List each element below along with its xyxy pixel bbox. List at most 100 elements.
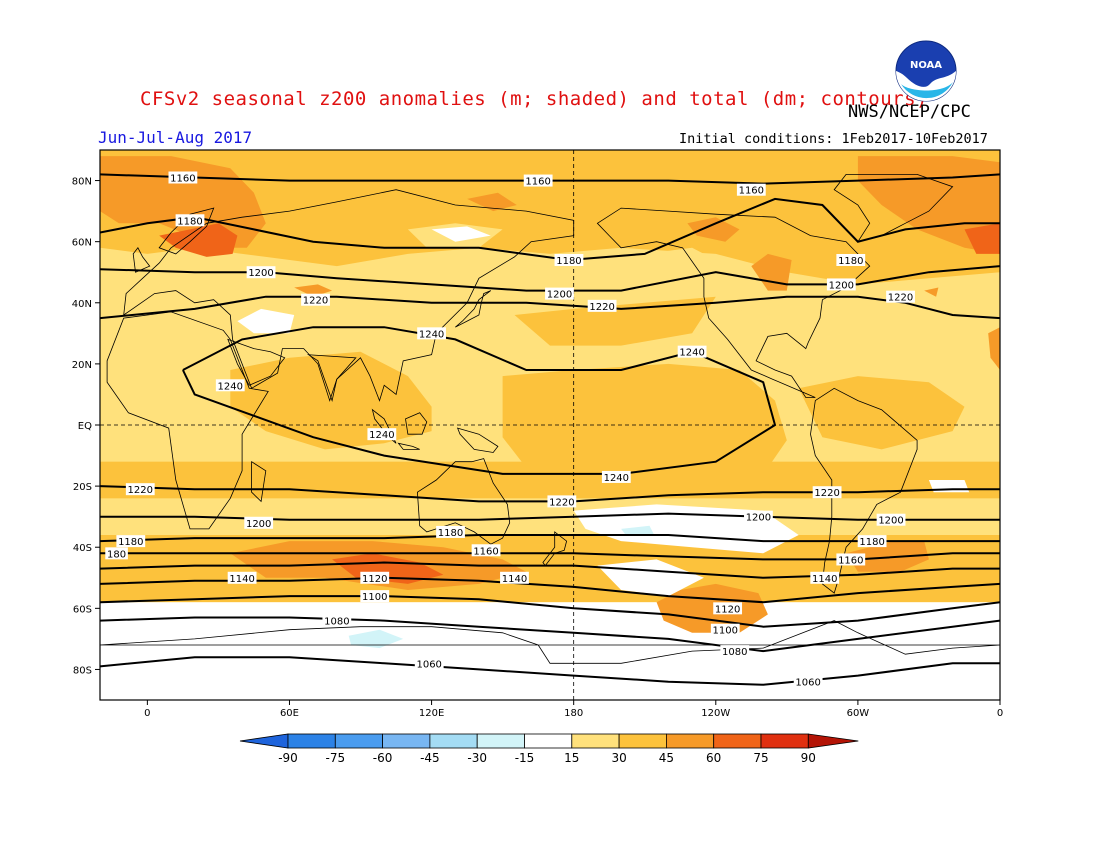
contour-label: 1200 <box>547 290 572 301</box>
contour-label-bg <box>360 590 390 603</box>
lon-label: 120E <box>419 708 444 719</box>
contour-label-bg <box>523 174 553 187</box>
colorbar-box <box>287 733 336 749</box>
colorbar-label: 75 <box>753 751 768 765</box>
contour-label-bg <box>876 513 906 526</box>
contour-label: 1220 <box>888 293 913 304</box>
contour-label-bg <box>105 547 128 560</box>
contour-label: 1100 <box>362 592 387 603</box>
colorbar-box <box>760 733 809 749</box>
contour-line <box>100 616 1000 653</box>
colorbar-label: -30 <box>467 751 487 765</box>
agency-label: NWS/NCEP/CPC <box>848 102 971 122</box>
contour-label: 1240 <box>218 381 243 392</box>
contour-label-bg <box>710 623 740 636</box>
contour-label-bg <box>360 571 390 584</box>
contour-label-bg <box>367 428 397 441</box>
contour-label-bg <box>720 645 750 658</box>
colorbar-label: 60 <box>706 751 721 765</box>
contour-label: 1060 <box>416 659 441 670</box>
contour-label: 1240 <box>419 329 444 340</box>
contour-label-bg <box>175 214 205 227</box>
coastline <box>306 354 357 403</box>
lon-label: 60E <box>280 708 299 719</box>
colorbar-label: -15 <box>515 751 535 765</box>
contour-label: 1220 <box>303 296 328 307</box>
contour-labels: 1160 1160 1160 1180 1180 1180 1200 1200 1200 1220… <box>105 171 915 689</box>
contour-label: 1200 <box>746 513 771 524</box>
contour-label-bg <box>246 266 276 279</box>
anomaly-patch <box>687 217 740 242</box>
contour-label-bg <box>793 675 823 688</box>
contour-label: 1120 <box>715 604 740 615</box>
contour-label-bg <box>227 571 257 584</box>
contour-label: 1180 <box>177 216 202 227</box>
anomaly-patch <box>294 284 333 297</box>
lat-label: 20N <box>72 360 92 371</box>
contour-label-bg <box>301 293 330 306</box>
contour-label: 1160 <box>170 174 195 185</box>
lat-label: 40N <box>72 299 92 310</box>
colorbar-box <box>666 733 715 749</box>
contour-label: 1180 <box>438 528 463 539</box>
contour-label: 1140 <box>229 574 254 585</box>
noaa-logo-icon: NOAA <box>895 40 957 102</box>
anomaly-patch <box>846 541 929 572</box>
contour-label-bg <box>414 657 444 670</box>
colorbar-arrow-left <box>239 733 289 749</box>
colorbar-label: 90 <box>801 751 816 765</box>
contour-label: 1200 <box>878 516 903 527</box>
contour-label-bg <box>168 171 198 184</box>
contour-label-bg <box>744 510 773 523</box>
contour-label-bg <box>713 602 743 615</box>
lon-label: 180 <box>564 708 583 719</box>
coastline <box>100 620 1000 664</box>
lat-label: 60N <box>72 238 92 249</box>
chart-title: CFSv2 seasonal z200 anomalies (m; shaded… <box>140 88 928 110</box>
contour-label-bg <box>322 614 352 627</box>
contour-label-bg <box>677 345 707 358</box>
coastline <box>123 189 575 402</box>
coastline <box>132 247 151 273</box>
contour-label-bg <box>601 470 631 483</box>
contour-label: 1240 <box>604 473 629 484</box>
contour-label: 1080 <box>722 647 747 658</box>
contour-line <box>100 295 1000 320</box>
map-grid <box>100 150 1000 700</box>
coastline <box>456 427 499 453</box>
initial-conditions-label: Initial conditions: 1Feb2017-10Feb2017 <box>679 131 988 147</box>
lat-label: EQ <box>78 421 92 432</box>
anomaly-patch <box>798 376 965 450</box>
contour-label: 1160 <box>739 186 764 197</box>
contour-label-bg <box>826 278 856 291</box>
anomaly-patch <box>348 629 404 649</box>
contour-label: 1220 <box>128 485 153 496</box>
contour-label: 1220 <box>549 497 574 508</box>
contour-label-bg <box>886 290 915 303</box>
lat-label: 40S <box>73 543 92 554</box>
contour-label-bg <box>587 299 617 312</box>
colorbar-label: 45 <box>659 751 674 765</box>
contour-label: 1060 <box>795 678 820 689</box>
contour-label: 180 <box>107 549 126 560</box>
contour-label: 1240 <box>369 430 394 441</box>
colorbar-box <box>429 733 478 749</box>
anomaly-patch <box>159 223 238 257</box>
contour-label-bg <box>812 486 842 499</box>
lat-label: 80N <box>72 177 92 188</box>
anomaly-patch <box>656 583 768 633</box>
coastline <box>397 442 420 450</box>
anomaly-patch <box>732 308 752 328</box>
contour-label: 1240 <box>679 348 704 359</box>
colorbar-box <box>524 733 573 749</box>
contour-line <box>181 326 777 475</box>
lon-label: 60W <box>847 708 870 719</box>
contour-label: 1220 <box>589 302 614 313</box>
colorbar-label: 30 <box>611 751 626 765</box>
colorbar-label: -45 <box>420 751 440 765</box>
colorbar-arrow-right <box>807 733 859 749</box>
contour-label-bg <box>545 287 574 300</box>
anomaly-patch <box>237 308 295 334</box>
contour-label: 1120 <box>362 574 387 585</box>
